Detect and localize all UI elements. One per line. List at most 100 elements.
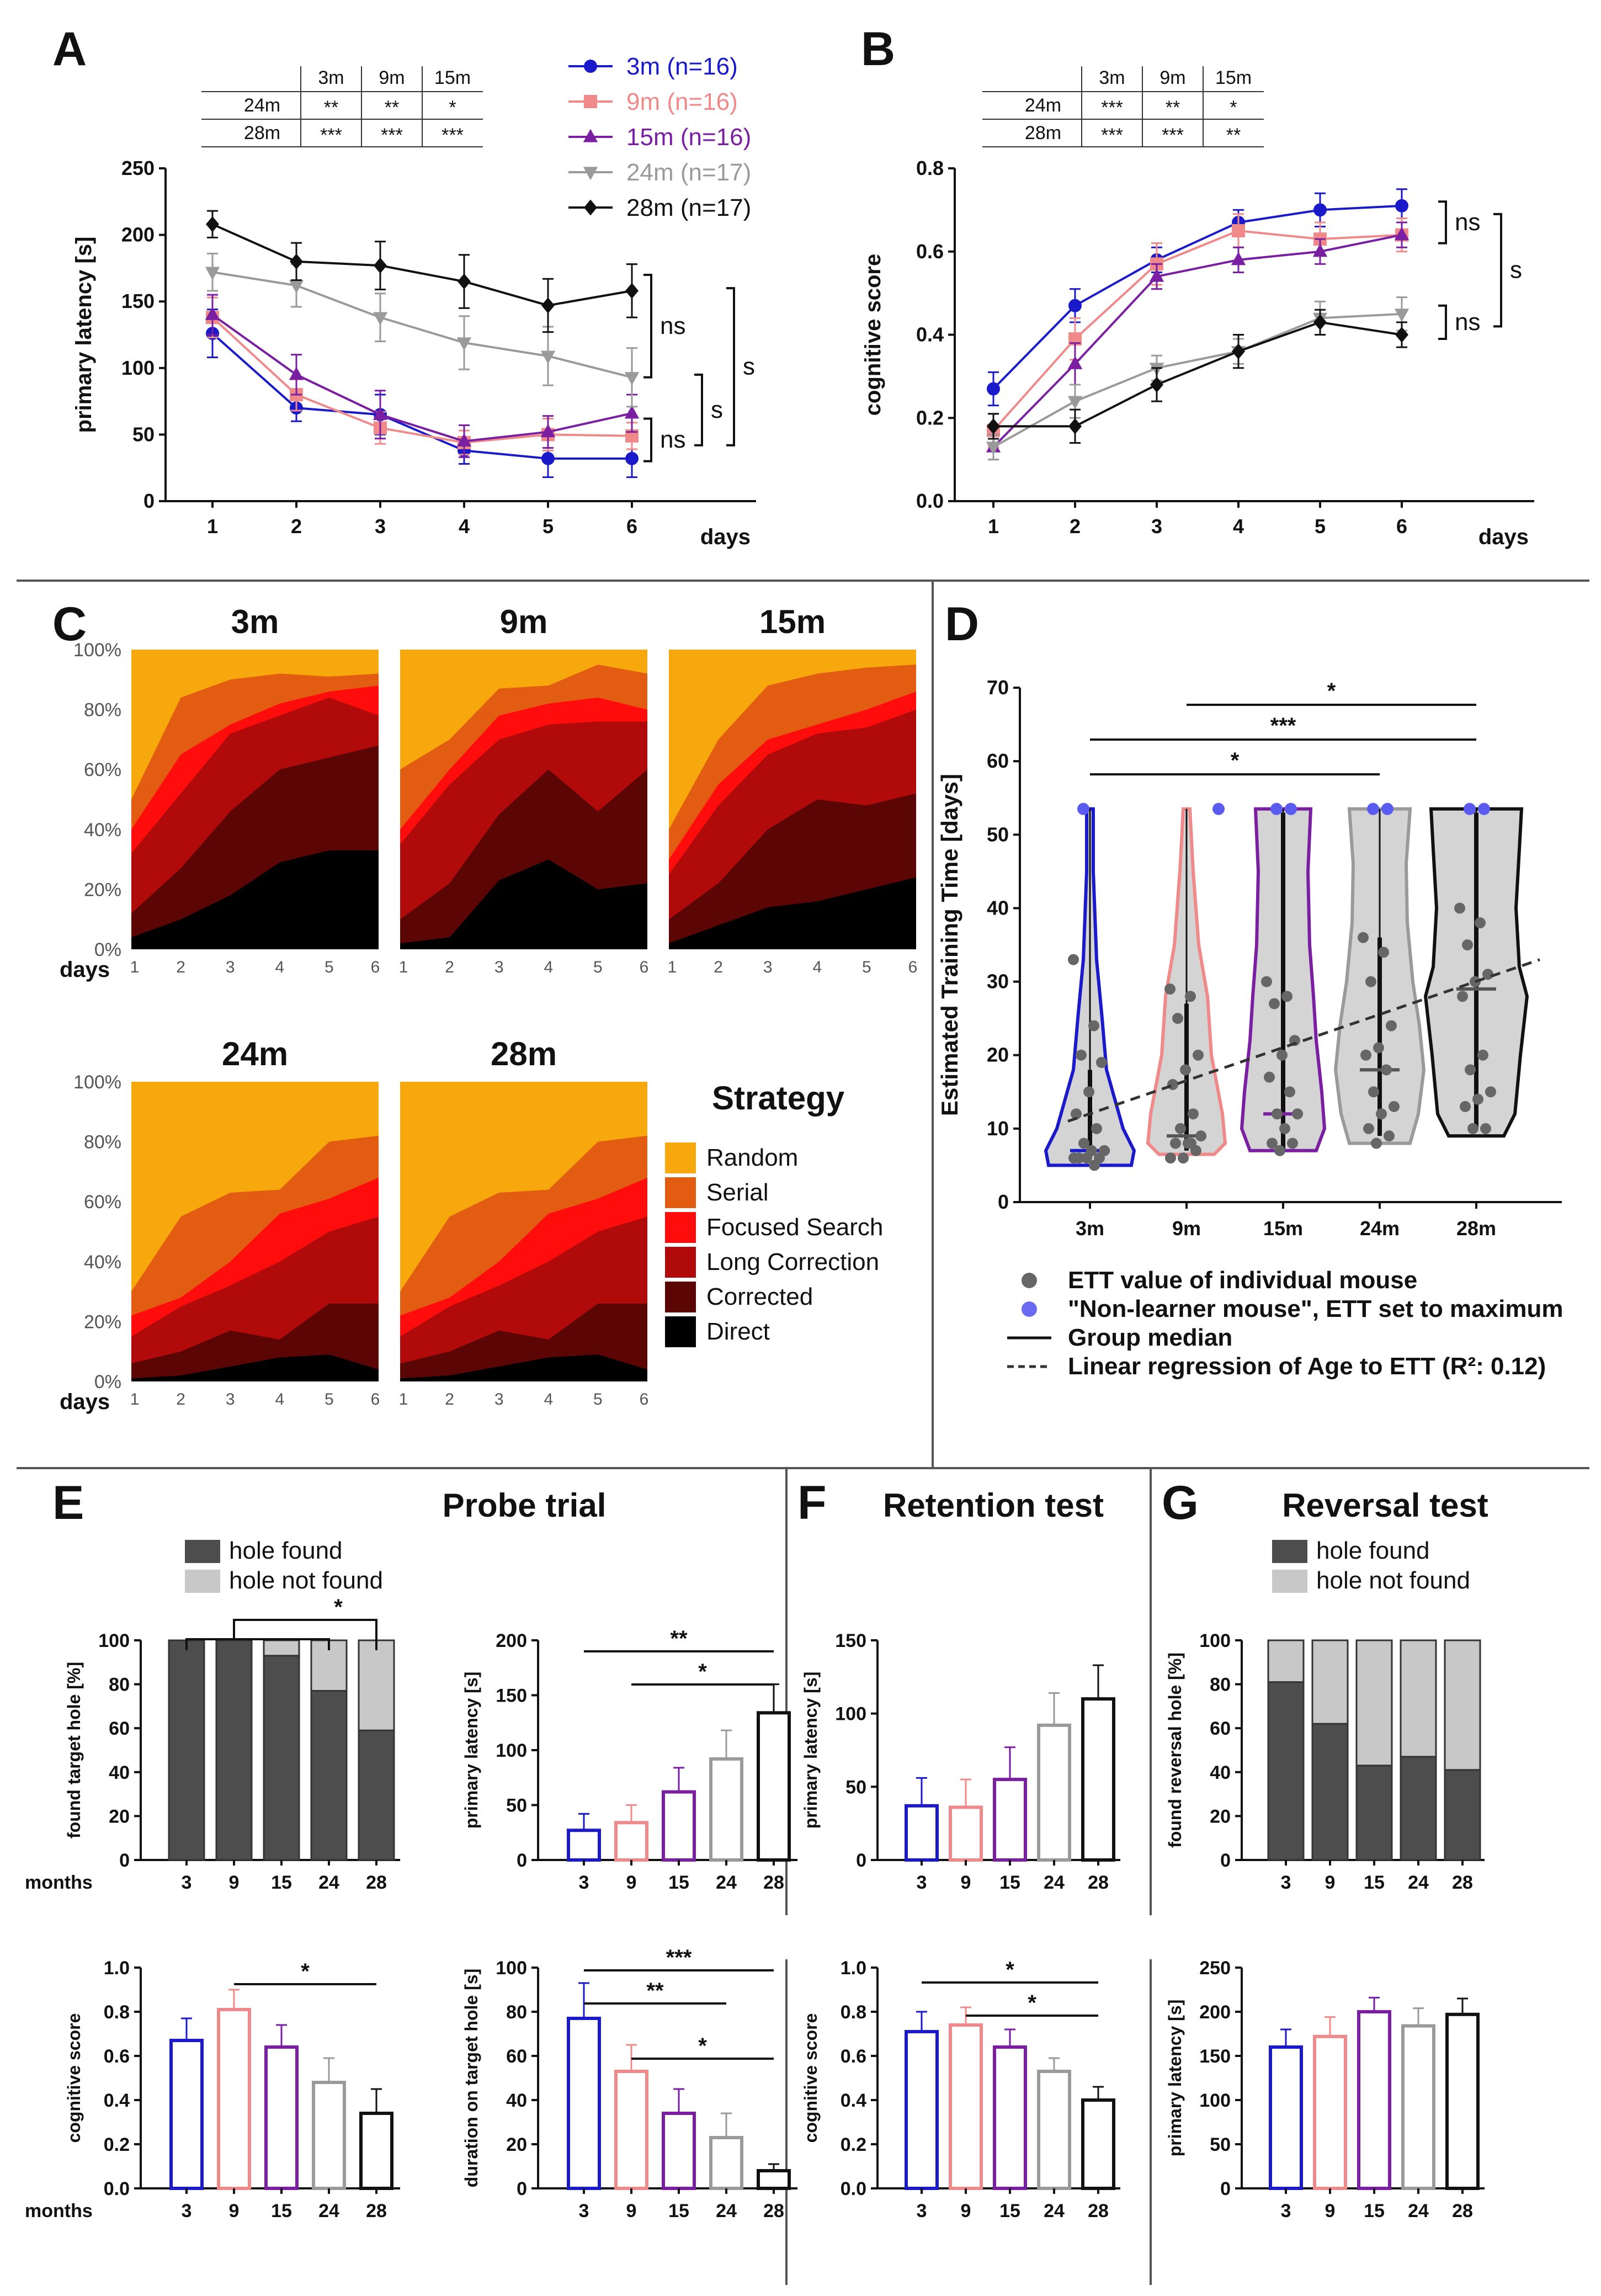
A-bracket-ns-young-label: ns bbox=[660, 426, 685, 453]
D-point-28m bbox=[1477, 1049, 1488, 1061]
A-table-cell: *** bbox=[442, 125, 464, 146]
D-point-9m bbox=[1185, 991, 1196, 1002]
E4-x-tick-label: 24 bbox=[716, 2201, 737, 2221]
D-x-tick-label: 3m bbox=[1076, 1217, 1104, 1240]
D-point-15m bbox=[1276, 1049, 1288, 1061]
A-point-15m bbox=[456, 433, 472, 447]
B-bracket-s bbox=[1493, 212, 1502, 328]
D-point-28m bbox=[1475, 917, 1486, 929]
A-point-28m bbox=[290, 253, 303, 270]
A-table-cell: * bbox=[449, 97, 456, 118]
panel-d: 0 10 20 30 40 50 60 70 Estimated Training Time [… bbox=[937, 676, 1563, 1380]
B-table-cell: *** bbox=[1162, 125, 1184, 146]
B-table-cell: *** bbox=[1101, 125, 1123, 146]
G1-x-tick-label: 9 bbox=[1325, 1872, 1336, 1893]
E1-y-tick-label: 40 bbox=[109, 1762, 130, 1783]
F2-x-tick-label: 24 bbox=[1044, 2201, 1065, 2221]
B-point-15m bbox=[1067, 355, 1083, 369]
E4-y-tick-label: 20 bbox=[506, 2134, 527, 2155]
E2-sig-label: ** bbox=[670, 1627, 688, 1651]
G2-bar-24 bbox=[1401, 2024, 1435, 2191]
F1-bar-24 bbox=[1037, 1723, 1071, 1862]
D-x-tick-label: 15m bbox=[1263, 1217, 1303, 1240]
B-x-tick-label: 4 bbox=[1233, 515, 1244, 538]
E4-x-tick-label: 28 bbox=[763, 2201, 784, 2221]
panel-a: 0 50 100 150 200 250 1 2 3 4 5 6 days primary latency… bbox=[72, 53, 756, 549]
D-point-3m bbox=[1083, 1086, 1094, 1098]
B-point-3m bbox=[1313, 203, 1327, 217]
C-x-tick-label: 2 bbox=[176, 958, 185, 976]
D-point-24m bbox=[1381, 1064, 1392, 1076]
F2-bar-28 bbox=[1081, 2098, 1115, 2190]
panel-g: hole found hole not found 0 20 40 60 80 100 foun… bbox=[1165, 1537, 1485, 2221]
E4-y-label: duration on target hole [s] bbox=[461, 1969, 481, 2187]
C-legend-swatch-Corrected bbox=[665, 1282, 696, 1312]
C-x-tick-label: 4 bbox=[275, 958, 284, 976]
A-y-tick-label: 150 bbox=[121, 290, 155, 312]
G1-y-label: found reversal hole [%] bbox=[1165, 1652, 1185, 1848]
F1-x-tick-label: 24 bbox=[1044, 1872, 1065, 1893]
B-bracket-ns-young-label: ns bbox=[1455, 209, 1480, 236]
A-series-line-3m bbox=[211, 332, 632, 460]
D-point-9m bbox=[1185, 1138, 1196, 1149]
C-x-tick-label: 4 bbox=[275, 1390, 284, 1409]
F1-y-tick-label: 150 bbox=[835, 1630, 866, 1651]
E4-bar-9 bbox=[614, 2070, 648, 2190]
D-legend-gray-dot bbox=[1022, 1273, 1037, 1288]
F1-y-tick-label: 0 bbox=[856, 1850, 866, 1871]
A-point-28m bbox=[206, 216, 219, 232]
E1-y-tick-label: 20 bbox=[109, 1806, 130, 1827]
C-x-tick-label: 2 bbox=[445, 1390, 454, 1409]
D-point-9m bbox=[1178, 1152, 1189, 1164]
A-legend-label-3m: 3m (n=16) bbox=[626, 53, 738, 80]
D-nonlearner-point-24m bbox=[1381, 802, 1393, 815]
C-area-15m-Direct bbox=[669, 877, 916, 949]
C-y-tick-label: 0% bbox=[94, 939, 121, 960]
A-legend-marker-3m bbox=[584, 60, 597, 73]
C-y-tick-label: 40% bbox=[84, 820, 121, 841]
E1-x-tick-label: 3 bbox=[182, 1872, 192, 1893]
C-area-3m-Direct bbox=[131, 850, 379, 949]
title-probe-trial: Probe trial bbox=[443, 1487, 607, 1524]
D-nonlearner-point-3m bbox=[1077, 802, 1089, 815]
E2-x-tick-label: 3 bbox=[579, 1872, 589, 1893]
panel-label-a: A bbox=[52, 23, 87, 76]
A-point-28m bbox=[374, 257, 387, 274]
A-x-tick-label: 3 bbox=[375, 515, 386, 538]
B-table-row: 24m bbox=[1025, 95, 1061, 116]
A-point-28m bbox=[541, 297, 555, 313]
C-legend-label-Long-Correction: Long Correction bbox=[706, 1248, 879, 1275]
A-table-col: 15m bbox=[434, 67, 471, 88]
D-point-15m bbox=[1264, 1071, 1275, 1083]
C-x-tick-label: 1 bbox=[668, 958, 677, 976]
C-x-tick-label: 2 bbox=[714, 958, 723, 976]
E4-y-tick-label: 100 bbox=[496, 1958, 527, 1979]
D-point-15m bbox=[1274, 1145, 1285, 1156]
D-comparison-label: *** bbox=[1270, 714, 1296, 738]
E1-sig-bracket-a bbox=[185, 1638, 330, 1650]
A-x-tick-label: 2 bbox=[291, 515, 302, 538]
C-x-tick-label: 3 bbox=[226, 1390, 235, 1409]
G2-bar-9 bbox=[1313, 2034, 1347, 2191]
E4-y-tick-label: 0 bbox=[517, 2178, 527, 2199]
F2-y-tick-label: 0.8 bbox=[841, 2002, 866, 2023]
panel-label-b: B bbox=[861, 23, 895, 76]
E2-x-tick-label: 15 bbox=[668, 1872, 689, 1893]
E3-y-tick-label: 0.4 bbox=[104, 2090, 130, 2111]
D-nonlearner-point-28m bbox=[1478, 802, 1490, 815]
D-point-15m bbox=[1272, 1108, 1283, 1120]
F2-sig-label: * bbox=[1028, 1991, 1036, 2015]
D-y-tick-label: 50 bbox=[987, 823, 1009, 846]
B-point-3m bbox=[1395, 199, 1408, 212]
E1-x-tick-label: 9 bbox=[229, 1872, 240, 1893]
B-y-tick-label: 0.4 bbox=[916, 323, 944, 346]
D-legend-label: Group median bbox=[1068, 1324, 1232, 1351]
G-legend-swatch-0 bbox=[1272, 1540, 1307, 1563]
C-y-tick-label: 60% bbox=[84, 1192, 121, 1213]
C-x-tick-label: 3 bbox=[494, 958, 504, 976]
A-series-line-28m bbox=[212, 223, 632, 307]
D-point-9m bbox=[1195, 1130, 1206, 1142]
E3-y-tick-label: 0.0 bbox=[104, 2178, 130, 2199]
A-x-tick-label: 6 bbox=[626, 515, 637, 538]
B-y-tick-label: 0.0 bbox=[916, 490, 944, 512]
